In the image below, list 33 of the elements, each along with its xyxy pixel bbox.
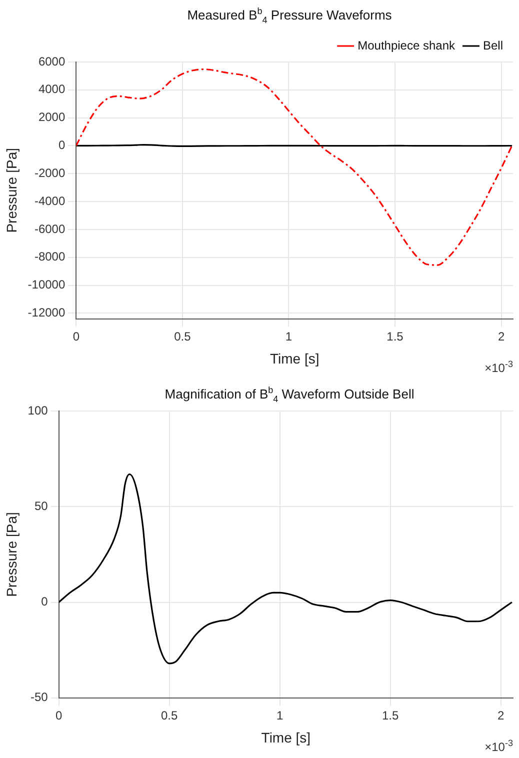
- y-tick-label: 0: [41, 594, 48, 609]
- y-tick-label: 50: [34, 499, 48, 514]
- x-tick-label: 1: [285, 329, 292, 344]
- chart-title: Magnification of B$^{b}$$_{4}$ Waveform Outside Bell: [164, 385, 416, 404]
- legend-label: Mouthpiece shank: [358, 38, 456, 52]
- x-axis-title: Time [s]: [270, 350, 320, 366]
- y-tick-label: 2000: [38, 110, 66, 124]
- y-tick-label: -6000: [34, 222, 66, 236]
- y-axis-title: Pressure [Pa]: [3, 512, 20, 597]
- y-axis-title: Pressure [Pa]: [3, 148, 20, 233]
- x-tick-label: 1.5: [382, 708, 400, 722]
- y-tick-label: -10000: [28, 278, 66, 292]
- y-tick-label: 6000: [38, 54, 66, 68]
- x-tick-label: 1.5: [386, 329, 404, 344]
- x-axis-title: Time [s]: [261, 729, 311, 746]
- x-tick-label: 0: [72, 329, 80, 344]
- y-tick-label: 0: [58, 138, 66, 152]
- y-tick-label: -8000: [34, 250, 66, 264]
- y-tick-label: 100: [28, 404, 48, 418]
- y-tick-label: -50: [30, 690, 48, 704]
- x-tick-label: 0.5: [174, 329, 192, 344]
- text: ×10$^{-3}$: [484, 738, 513, 754]
- x-tick-label: 0.5: [160, 708, 178, 722]
- x-tick-label: 2: [498, 329, 505, 344]
- text: ×10$^{-3}$: [484, 359, 513, 375]
- x-tick-label: 2: [498, 708, 504, 722]
- x-tick-label: 1: [276, 708, 284, 722]
- y-tick-label: -12000: [28, 306, 66, 320]
- y-tick-label: -2000: [34, 166, 66, 180]
- chart-title: Measured B$^{b}$$_{4}$ Pressure Waveforms: [186, 6, 393, 25]
- y-tick-label: -4000: [34, 194, 66, 208]
- y-tick-label: 4000: [38, 82, 66, 96]
- legend-label: Bell: [482, 38, 504, 52]
